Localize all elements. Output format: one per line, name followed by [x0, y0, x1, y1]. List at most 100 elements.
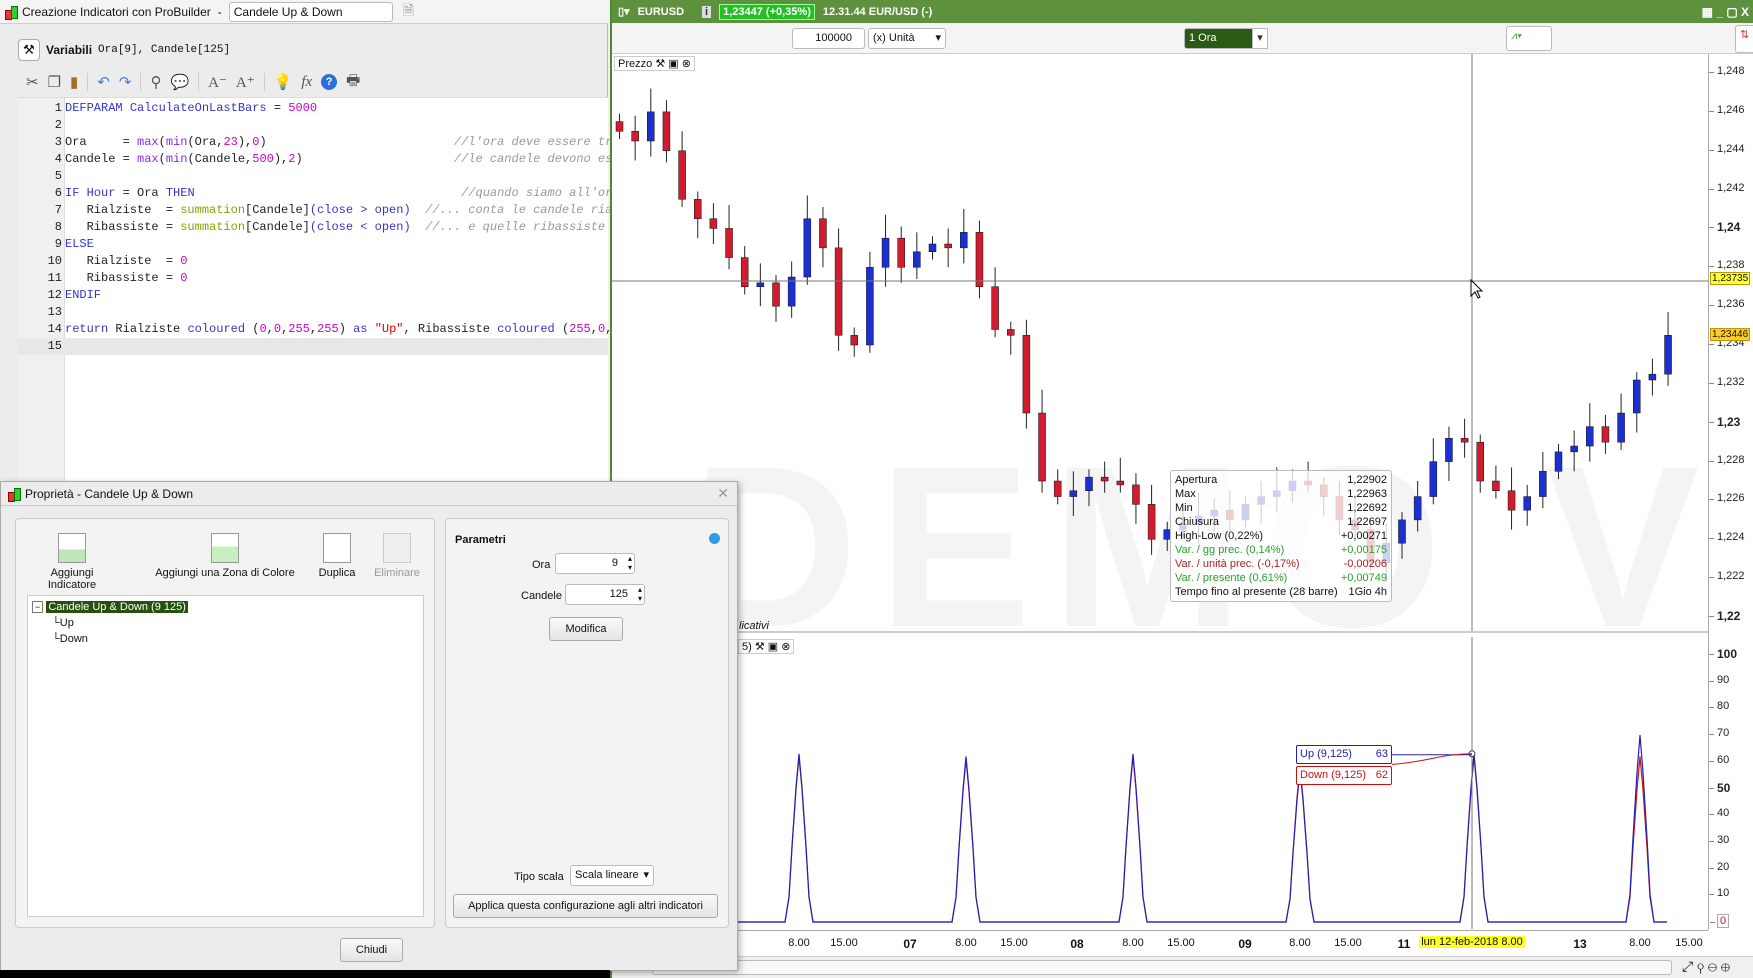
maximize-icon[interactable]: ▣: [668, 58, 679, 70]
code-line[interactable]: 1 DEFPARAM CalculateOnLastBars = 5000: [18, 100, 608, 117]
candle-body[interactable]: [881, 237, 890, 268]
candle-body[interactable]: [1507, 490, 1516, 511]
info-bubble-icon[interactable]: [709, 533, 720, 544]
code-line[interactable]: 8 Ribassiste = summation[Candele](close …: [18, 219, 608, 236]
delete-tool[interactable]: Eliminare: [372, 533, 422, 579]
lightbulb-icon[interactable]: 💡: [273, 74, 293, 91]
duplicate-tool[interactable]: Duplica: [312, 533, 362, 579]
close-panel-icon[interactable]: ⊗: [781, 641, 791, 653]
candle-body[interactable]: [1460, 438, 1469, 443]
candle-body[interactable]: [944, 243, 952, 249]
candle-body[interactable]: [1038, 412, 1046, 482]
print-icon[interactable]: 🖶: [346, 71, 361, 89]
cut-icon[interactable]: ✂: [26, 74, 39, 91]
candle-body[interactable]: [1539, 471, 1547, 497]
code-line[interactable]: 9 ELSE: [18, 236, 608, 253]
candle-body[interactable]: [1100, 476, 1109, 482]
candle-body[interactable]: [819, 218, 827, 249]
copy-icon[interactable]: ❐: [47, 74, 62, 91]
candle-body[interactable]: [991, 286, 999, 330]
candle-body[interactable]: [1022, 335, 1031, 414]
font-smaller-icon[interactable]: A⁻: [208, 74, 227, 91]
code-line[interactable]: 13: [18, 304, 608, 321]
chart-window-icon[interactable]: ▯▾: [618, 6, 630, 18]
candle-body[interactable]: [615, 121, 624, 132]
search-icon[interactable]: ⚲: [150, 74, 162, 91]
zoom-icons[interactable]: ⤢ ⚲ ⊖ ⊕: [1682, 958, 1731, 974]
candle-body[interactable]: [960, 232, 968, 249]
y-axis[interactable]: 1,248 1,246 1,244 1,242 1,24 1,238 1,236 1,234 1…: [1708, 54, 1753, 930]
close-panel-icon[interactable]: ⊗: [681, 58, 691, 70]
chart-scrollbar[interactable]: ☰ ⤢ ⚲ ⊖ ⊕: [612, 956, 1753, 978]
comment-icon[interactable]: 💬: [170, 74, 190, 91]
undo-icon[interactable]: ↶: [97, 74, 110, 91]
quantity-stepper[interactable]: 100000: [792, 28, 865, 49]
wrench-icon[interactable]: ⚒: [754, 641, 765, 653]
price-chart-panel[interactable]: DEMO VERSIO Prezzo ⚒ ▣ ⊗ licativi Apertu…: [612, 54, 1708, 633]
code-line[interactable]: 10 Rialziste = 0: [18, 253, 608, 270]
sync-icon[interactable]: ⇅: [1735, 25, 1753, 53]
candle-body[interactable]: [1445, 438, 1453, 462]
candle-body[interactable]: [1617, 412, 1625, 443]
candle-body[interactable]: [678, 150, 686, 200]
candle-body[interactable]: [1085, 476, 1093, 491]
add-color-zone-tool[interactable]: Aggiungi una Zona di Colore: [150, 533, 300, 579]
param-ora-stepper[interactable]: 9: [555, 553, 635, 574]
candle-body[interactable]: [787, 276, 796, 307]
candle-body[interactable]: [1116, 480, 1125, 486]
modify-button[interactable]: Modifica: [549, 617, 623, 641]
code-line[interactable]: 11 Ribassiste = 0: [18, 270, 608, 287]
candle-body[interactable]: [1398, 519, 1406, 544]
add-indicator-tool[interactable]: Aggiungi Indicatore: [30, 533, 114, 591]
candle-body[interactable]: [694, 199, 702, 219]
window-controls[interactable]: ▦ _ ▢ X: [1701, 4, 1749, 19]
tree-item-up[interactable]: └Up: [52, 617, 74, 629]
candle-body[interactable]: [866, 267, 874, 346]
wrench-icon[interactable]: ⚒: [655, 58, 666, 70]
code-line[interactable]: 4 Candele = max(min(Candele,500),2) //le …: [18, 151, 641, 168]
candle-body[interactable]: [1413, 496, 1422, 521]
candle-body[interactable]: [1554, 451, 1563, 472]
code-line[interactable]: 5: [18, 168, 608, 185]
candle-body[interactable]: [1007, 329, 1015, 336]
add-indicator-button[interactable]: ⩘▾: [1506, 26, 1552, 51]
help-icon[interactable]: ?: [321, 74, 338, 90]
help-doc-icon[interactable]: 🗎: [402, 1, 415, 18]
candle-body[interactable]: [975, 232, 984, 287]
candle-body[interactable]: [1601, 426, 1610, 443]
tree-item-down[interactable]: └Down: [52, 633, 88, 645]
close-icon[interactable]: ✕: [717, 485, 729, 501]
candle-body[interactable]: [772, 282, 780, 307]
candle-body[interactable]: [709, 218, 718, 229]
collapse-icon[interactable]: −: [32, 601, 44, 613]
candle-body[interactable]: [1648, 373, 1657, 381]
apply-to-all-button[interactable]: Applica questa configurazione agli altri…: [453, 894, 718, 918]
maximize-icon[interactable]: ▣: [767, 641, 779, 653]
candle-body[interactable]: [1132, 484, 1140, 505]
param-candele-stepper[interactable]: 125: [565, 584, 645, 605]
scroll-track[interactable]: [652, 960, 1672, 975]
candle-body[interactable]: [631, 131, 639, 142]
candle-body[interactable]: [1147, 504, 1156, 540]
code-line[interactable]: 3 Ora = max(min(Ora,23),0) //l'ora deve e…: [18, 134, 649, 151]
close-button[interactable]: Chiudi: [340, 938, 403, 962]
candle-body[interactable]: [1053, 480, 1062, 497]
code-line[interactable]: 2: [18, 117, 608, 134]
candle-body[interactable]: [647, 111, 655, 142]
candle-body[interactable]: [756, 282, 765, 287]
candle-body[interactable]: [834, 247, 843, 336]
function-icon[interactable]: fx: [301, 73, 313, 90]
tree-root-label[interactable]: Candele Up & Down (9 125): [46, 601, 188, 613]
candle-body[interactable]: [1633, 379, 1641, 414]
candle-body[interactable]: [913, 251, 921, 268]
candle-body[interactable]: [1069, 490, 1078, 497]
candle-body[interactable]: [1523, 496, 1531, 511]
candle-body[interactable]: [1492, 480, 1500, 491]
candle-body[interactable]: [1429, 461, 1438, 497]
candle-body[interactable]: [803, 218, 812, 278]
info-icon[interactable]: i: [702, 5, 712, 18]
indicator-chart[interactable]: [612, 637, 1708, 929]
candle-body[interactable]: [1586, 426, 1594, 447]
tree-root[interactable]: − Candele Up & Down (9 125): [32, 601, 188, 613]
code-line[interactable]: 12 ENDIF: [18, 287, 608, 304]
